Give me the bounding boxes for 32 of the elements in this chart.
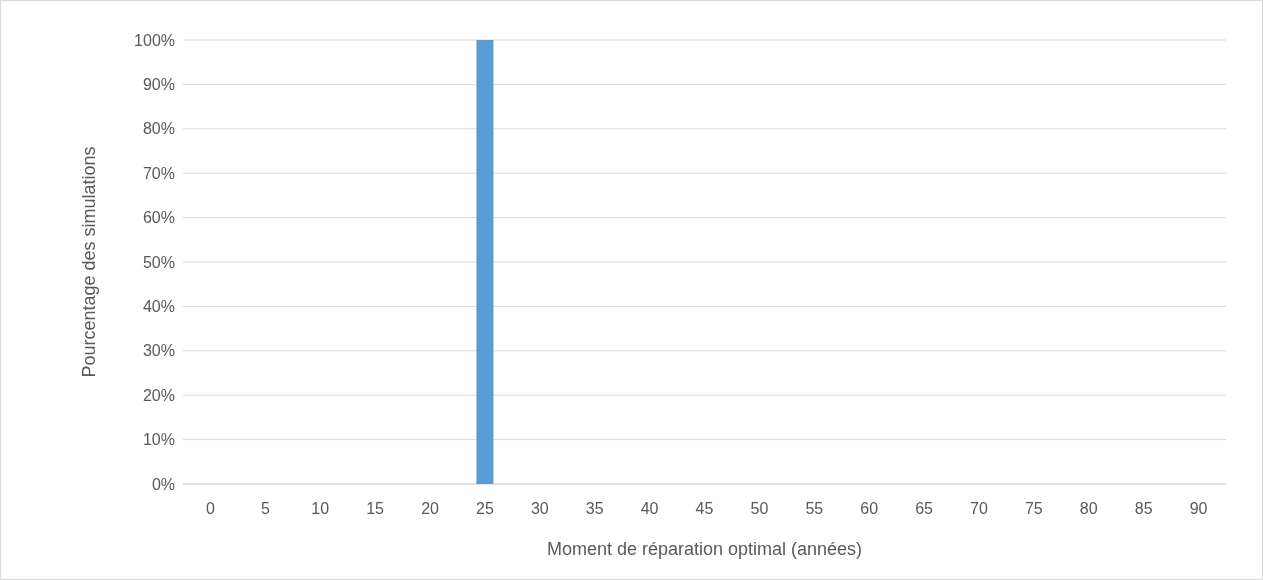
x-tick-label: 55 xyxy=(805,500,824,517)
y-axis-title: Pourcentage des simulations xyxy=(79,146,99,378)
x-tick-label: 20 xyxy=(421,500,440,517)
y-tick-label: 100% xyxy=(134,31,175,49)
x-tick-label: 45 xyxy=(695,500,714,517)
y-tick-label: 10% xyxy=(142,431,175,449)
x-tick-label: 90 xyxy=(1189,500,1208,517)
y-tick-label: 20% xyxy=(142,386,175,404)
x-tick-label: 40 xyxy=(640,500,659,517)
x-tick-label: 15 xyxy=(366,500,385,517)
x-tick-label: 65 xyxy=(915,500,934,517)
y-tick-label: 70% xyxy=(142,164,175,182)
x-tick-label: 25 xyxy=(476,500,494,517)
x-tick-label: 30 xyxy=(530,500,549,517)
x-tick-label: 70 xyxy=(970,500,988,517)
y-tick-label: 50% xyxy=(142,253,175,271)
x-tick-label: 50 xyxy=(750,500,769,517)
x-tick-label: 5 xyxy=(260,500,270,517)
y-tick-label: 40% xyxy=(142,298,175,315)
x-tick-label: 80 xyxy=(1079,500,1098,517)
x-tick-label: 75 xyxy=(1024,500,1043,517)
y-tick-label: 90% xyxy=(142,76,175,93)
x-tick-label: 35 xyxy=(585,500,604,517)
y-tick-label: 60% xyxy=(142,209,175,227)
y-tick-label: 80% xyxy=(142,120,175,138)
x-tick-label: 60 xyxy=(860,500,879,517)
x-tick-label: 10 xyxy=(311,500,330,517)
y-tick-label: 30% xyxy=(142,342,175,360)
x-axis-title: Moment de réparation optimal (années) xyxy=(546,539,863,559)
x-tick-label: 0 xyxy=(205,500,215,517)
y-tick-label: 0% xyxy=(151,475,175,493)
x-tick-label: 85 xyxy=(1134,500,1153,517)
